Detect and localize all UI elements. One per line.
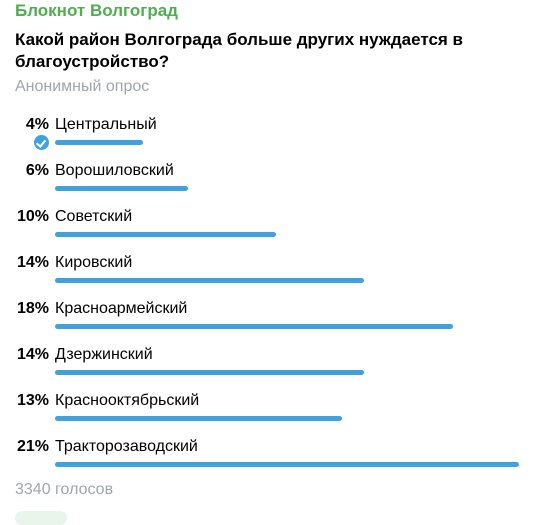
poll-option-percent: 14%	[16, 254, 49, 271]
poll-option-bar	[55, 278, 364, 283]
poll-option-label: Центральный	[55, 116, 157, 133]
poll-option-percent: 18%	[16, 300, 49, 317]
check-circle-icon	[34, 135, 49, 150]
poll-option-percent: 4%	[25, 116, 49, 133]
poll-option-label: Ворошиловский	[55, 162, 174, 179]
poll-option-krasnoarmeisky[interactable]: 18% Красноармейский	[0, 299, 541, 345]
poll-option-label: Советский	[55, 208, 133, 225]
poll-option-kirovsky[interactable]: 14% Кировский	[0, 253, 541, 299]
poll-question: Какой район Волгограда больше других нуж…	[15, 30, 463, 71]
poll-option-sovetsky[interactable]: 10% Советский	[0, 207, 541, 253]
channel-name[interactable]: Блокнот Волгоград	[15, 1, 178, 20]
poll-option-percent: 21%	[16, 438, 49, 455]
poll-option-dzerzhinsky[interactable]: 14% Дзержинский	[0, 345, 541, 391]
poll-type-label: Анонимный опрос	[15, 78, 150, 95]
poll-option-bar	[55, 370, 364, 375]
poll-option-percent: 14%	[16, 346, 49, 363]
poll-option-bar	[55, 416, 342, 421]
poll-option-label: Кировский	[55, 254, 133, 271]
poll-option-label: Краснооктябрьский	[55, 392, 200, 409]
poll-option-bar	[55, 140, 143, 145]
votes-count[interactable]: 3340 голосов	[15, 481, 114, 498]
reaction-pill[interactable]	[15, 511, 67, 525]
poll-option-percent: 6%	[25, 162, 49, 179]
poll-option-bar	[55, 232, 276, 237]
poll-option-bar	[55, 324, 453, 329]
poll-option-label: Тракторозаводский	[55, 438, 198, 455]
poll-option-tsentralny[interactable]: 4% Центральный	[0, 115, 541, 161]
poll-option-bar	[55, 462, 519, 467]
poll-option-percent: 10%	[16, 208, 49, 225]
poll-option-percent: 13%	[16, 392, 49, 409]
poll-option-voroshilovsky[interactable]: 6% Ворошиловский	[0, 161, 541, 207]
poll-option-label: Дзержинский	[55, 346, 153, 363]
poll-option-traktorozavodsky[interactable]: 21% Тракторозаводский	[0, 437, 541, 483]
poll-option-bar	[55, 186, 188, 191]
poll-option-label: Красноармейский	[55, 300, 188, 317]
poll-option-krasnooktyabrsky[interactable]: 13% Краснооктябрьский	[0, 391, 541, 437]
